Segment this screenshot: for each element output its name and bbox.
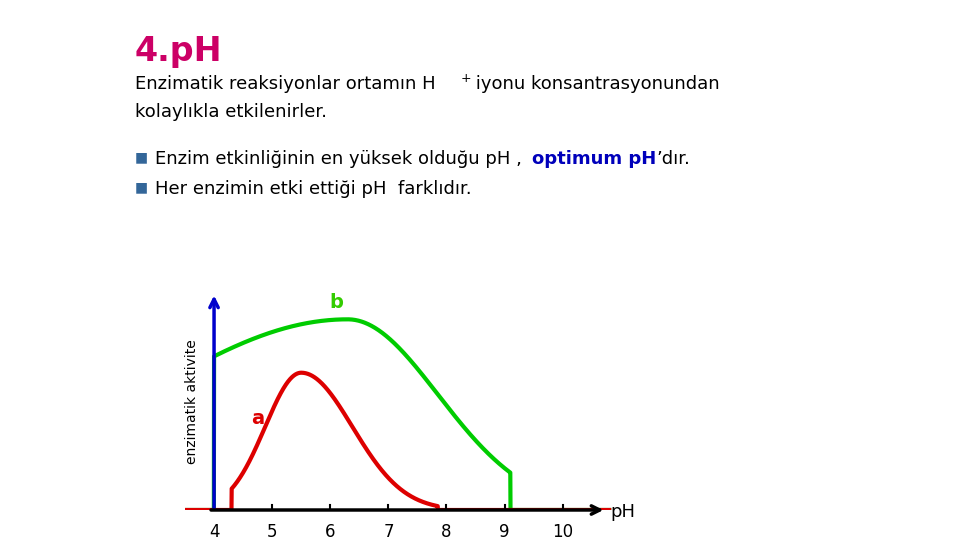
Text: kolaylıkla etkilenirler.: kolaylıkla etkilenirler. bbox=[135, 103, 327, 121]
Text: Enzim etkinliğinin en yüksek olduğu pH ,: Enzim etkinliğinin en yüksek olduğu pH , bbox=[155, 150, 528, 168]
Text: pH: pH bbox=[611, 503, 636, 521]
Text: 4.pH: 4.pH bbox=[135, 35, 223, 68]
Text: optimum pH: optimum pH bbox=[532, 150, 657, 168]
Text: 7: 7 bbox=[383, 523, 394, 540]
Text: a: a bbox=[252, 409, 264, 428]
Text: 8: 8 bbox=[442, 523, 452, 540]
Text: +: + bbox=[461, 72, 471, 85]
Text: b: b bbox=[329, 293, 343, 312]
Text: 6: 6 bbox=[325, 523, 336, 540]
Text: ■: ■ bbox=[135, 180, 148, 194]
Text: Her enzimin etki ettiği pH  farklıdır.: Her enzimin etki ettiği pH farklıdır. bbox=[155, 180, 471, 198]
Text: enzimatik aktivite: enzimatik aktivite bbox=[185, 339, 199, 464]
Text: iyonu konsantrasyonundan: iyonu konsantrasyonundan bbox=[470, 75, 720, 93]
Text: 9: 9 bbox=[499, 523, 510, 540]
Text: ’dır.: ’dır. bbox=[656, 150, 690, 168]
Text: Enzimatik reaksiyonlar ortamın H: Enzimatik reaksiyonlar ortamın H bbox=[135, 75, 436, 93]
Text: 4: 4 bbox=[209, 523, 219, 540]
Text: 10: 10 bbox=[552, 523, 573, 540]
Text: 5: 5 bbox=[267, 523, 277, 540]
Text: ■: ■ bbox=[135, 150, 148, 164]
